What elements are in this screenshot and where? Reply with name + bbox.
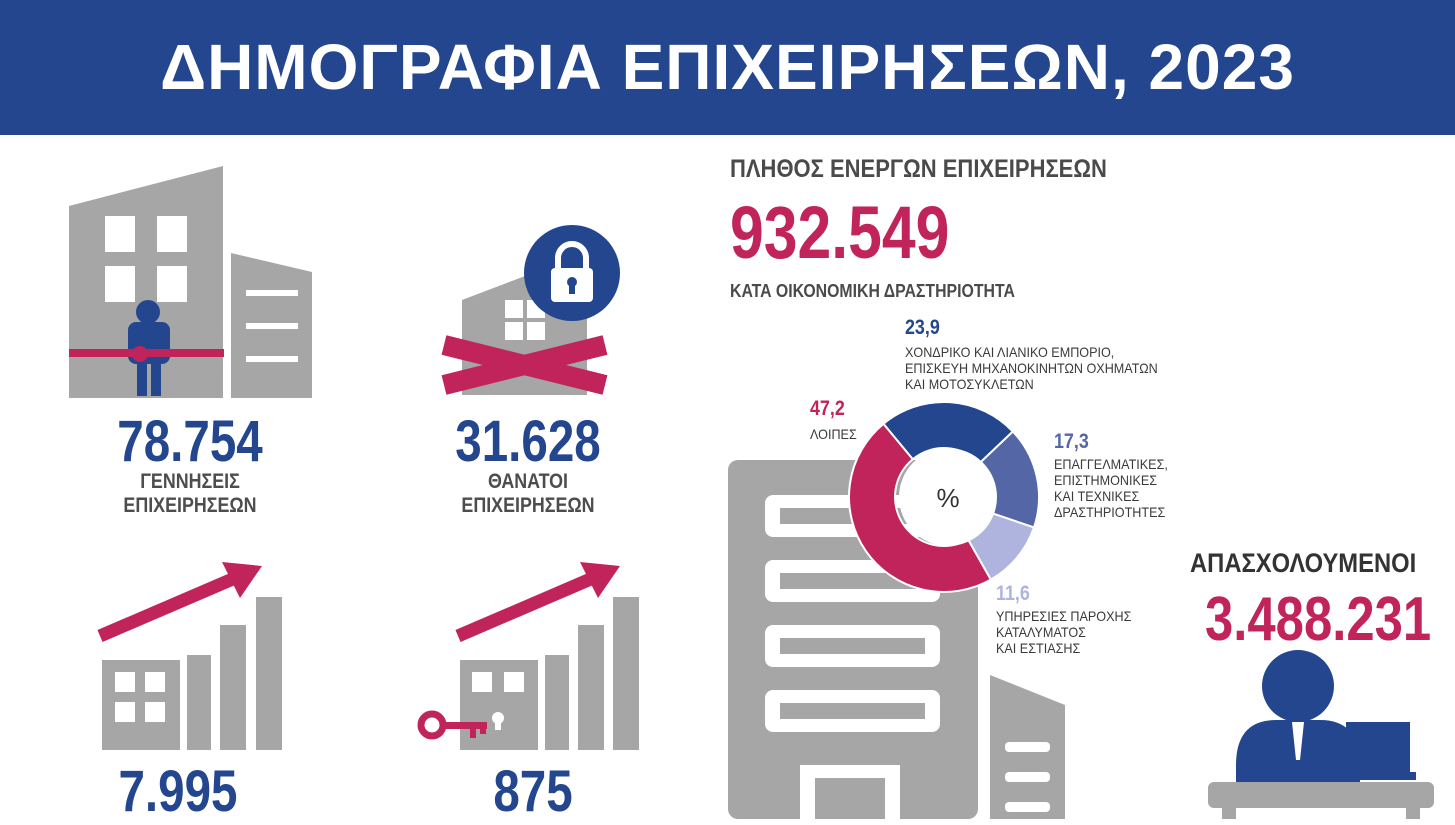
slice-professional-label-line: ΕΠΑΓΓΕΛΜΑΤΙΚΕΣ, — [1054, 456, 1168, 472]
slice-accommodation-label-line: ΚΑΙ ΕΣΤΙΑΣΗΣ — [996, 640, 1081, 656]
active-heading: ΠΛΗΘΟΣ ΕΝΕΡΓΩΝ ΕΠΙΧΕΙΡΗΣΕΩΝ — [730, 155, 1107, 183]
slice-professional-label-line: ΔΡΑΣΤΗΡΙΟΤΗΤΕΣ — [1054, 504, 1166, 520]
closed-business-lock-icon — [441, 225, 620, 395]
new-business-building-icon — [69, 166, 312, 398]
births-caption-line2: ΕΠΙΧΕΙΡΗΣΕΩΝ — [123, 494, 257, 517]
active-subheading: ΚΑΤΑ ΟΙΚΟΝΟΜΙΚΗ ΔΡΑΣΤΗΡΙΟΤΗΤΑ — [730, 281, 1015, 301]
slice-trade-label-line: ΚΑΙ ΜΟΤΟΣΥΚΛΕΤΩΝ — [905, 376, 1034, 392]
slice-professional-value: 17,3 — [1054, 430, 1089, 453]
slice-trade-label: ΧΟΝΔΡΙΚΟ ΚΑΙ ΛΙΑΝΙΚΟ ΕΜΠΟΡΙΟ, ΕΠΙΣΚΕΥΗ Μ… — [905, 344, 1158, 392]
slice-trade-value: 23,9 — [905, 316, 940, 339]
donut-hole — [899, 448, 997, 546]
slice-other-value: 47,2 — [810, 397, 845, 420]
deaths-caption: ΘΑΝΑΤΟΙ ΕΠΙΧΕΙΡΗΣΕΩΝ — [443, 470, 613, 518]
births-value: 78.754 — [117, 409, 263, 474]
page-title: ΔΗΜΟΓΡΑΦΙΑ ΕΠΙΧΕΙΡΗΣΕΩΝ, 2023 — [160, 31, 1295, 103]
growth-b-value: 875 — [493, 759, 573, 824]
employee-at-desk-icon — [1208, 650, 1434, 819]
deaths-value: 31.628 — [455, 409, 601, 474]
employed-heading: ΑΠΑΣΧΟΛΟΥΜΕΝΟΙ — [1190, 548, 1417, 578]
slice-other-label: ΛΟΙΠΕΣ — [810, 426, 857, 442]
deaths-caption-line2: ΕΠΙΧΕΙΡΗΣΕΩΝ — [461, 494, 595, 517]
growth-bars-arrow-icon — [97, 562, 282, 750]
births-caption: ΓΕΝΝΗΣΕΙΣ ΕΠΙΧΕΙΡΗΣΕΩΝ — [105, 470, 275, 518]
slice-trade-label-line: ΧΟΝΔΡΙΚΟ ΚΑΙ ΛΙΑΝΙΚΟ ΕΜΠΟΡΙΟ, — [905, 344, 1115, 360]
donut-slice-other — [848, 422, 993, 593]
slice-accommodation-value: 11,6 — [996, 582, 1030, 605]
slice-professional-label: ΕΠΑΓΓΕΛΜΑΤΙΚΕΣ, ΕΠΙΣΤΗΜΟΝΙΚΕΣ ΚΑΙ ΤΕΧΝΙΚ… — [1054, 456, 1168, 520]
active-value: 932.549 — [730, 191, 950, 274]
header-banner: ΔΗΜΟΓΡΑΦΙΑ ΕΠΙΧΕΙΡΗΣΕΩΝ, 2023 — [0, 0, 1455, 135]
donut-center-label: % — [936, 483, 959, 513]
slice-professional-label-line: ΕΠΙΣΤΗΜΟΝΙΚΕΣ — [1054, 472, 1158, 488]
slice-accommodation-label: ΥΠΗΡΕΣΙΕΣ ΠΑΡΟΧΗΣ ΚΑΤΑΛΥΜΑΤΟΣ ΚΑΙ ΕΣΤΙΑΣ… — [996, 608, 1131, 656]
births-caption-line1: ΓΕΝΝΗΣΕΙΣ — [140, 470, 240, 493]
slice-other-label-line: ΛΟΙΠΕΣ — [810, 426, 857, 442]
slice-trade-label-line: ΕΠΙΣΚΕΥΗ ΜΗΧΑΝΟΚΙΝΗΤΩΝ ΟΧΗΜΑΤΩΝ — [905, 360, 1158, 376]
employed-value: 3.488.231 — [1205, 585, 1432, 654]
donut-slice-trade — [882, 401, 1015, 465]
deaths-caption-line1: ΘΑΝΑΤΟΙ — [487, 470, 569, 493]
slice-accommodation-label-line: ΥΠΗΡΕΣΙΕΣ ΠΑΡΟΧΗΣ — [996, 608, 1132, 624]
slice-professional-label-line: ΚΑΙ ΤΕΧΝΙΚΕΣ — [1054, 488, 1140, 504]
slice-accommodation-label-line: ΚΑΤΑΛΥΜΑΤΟΣ — [996, 624, 1086, 640]
growth-bars-key-icon — [417, 562, 639, 750]
growth-a-value: 7.995 — [118, 759, 238, 824]
